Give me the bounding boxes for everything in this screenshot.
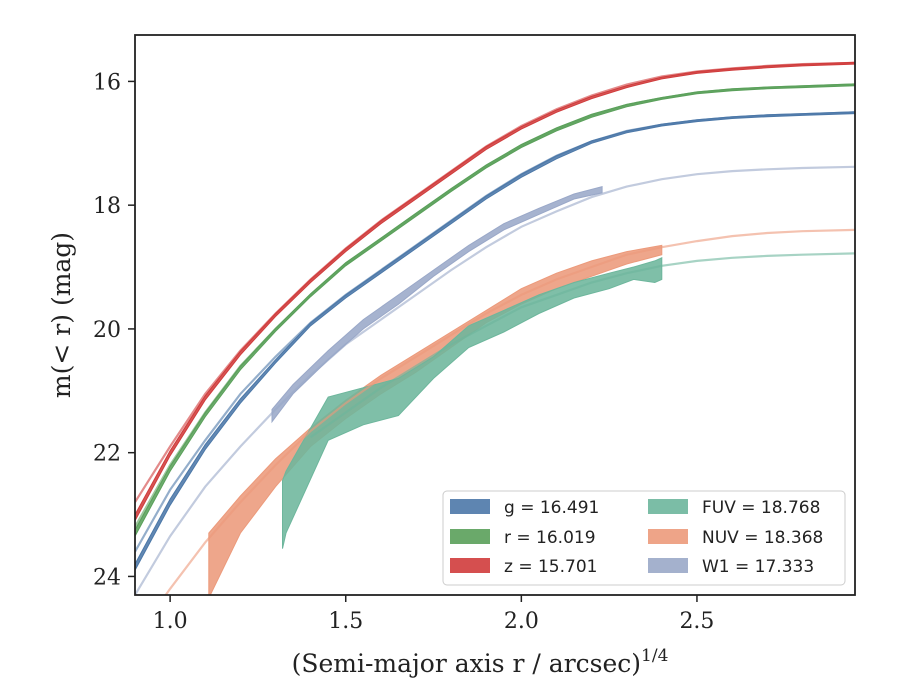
x-tick-label: 2.0 [504,609,539,634]
x-tick-label: 2.5 [679,609,714,634]
legend-swatch-fuv [648,499,688,514]
legend-label-nuv: NUV = 18.368 [702,528,823,548]
legend: g = 16.491 r = 16.019 z = 15.701 FUV = 18.7… [442,490,846,586]
legend-swatch-w1 [648,558,688,573]
y-tick-label: 16 [93,70,121,95]
y-tick-label: 22 [93,442,121,467]
x-axis-ticks: 1.0 1.5 2.0 2.5 [153,595,714,634]
y-tick-label: 18 [93,194,121,219]
model-curve-r [135,83,855,528]
model-curve-w1 [135,165,855,595]
legend-label-w1: W1 = 17.333 [702,557,814,577]
legend-swatch-nuv [648,529,688,544]
legend-frame [442,490,846,586]
x-axis-label: (Semi-major axis r / arcsec)1/4 [292,646,669,678]
y-axis-label: m(< r) (mag) [47,232,76,398]
data-band-z [135,61,855,521]
legend-label-g: g = 16.491 [504,498,599,518]
x-axis-label-exponent: 1/4 [641,646,668,666]
model-curve-z [135,61,855,503]
legend-swatch-g [450,499,490,514]
legend-label-fuv: FUV = 18.768 [702,498,820,518]
y-axis-ticks: 16 18 20 22 24 [93,70,135,590]
x-tick-label: 1.5 [328,609,363,634]
x-tick-label: 1.0 [153,609,188,634]
model-curves [135,61,855,595]
x-axis-label-main: (Semi-major axis r / arcsec) [292,649,641,678]
model-curve-nuv [164,228,855,595]
plot-frame [134,34,856,596]
legend-swatch-z [450,558,490,573]
y-tick-label: 20 [93,318,121,343]
y-tick-label: 24 [93,565,121,590]
legend-label-z: z = 15.701 [504,557,597,577]
legend-label-r: r = 16.019 [504,528,596,548]
model-curve-g [135,111,855,553]
model-curve-fuv [309,252,855,439]
legend-swatch-r [450,529,490,544]
